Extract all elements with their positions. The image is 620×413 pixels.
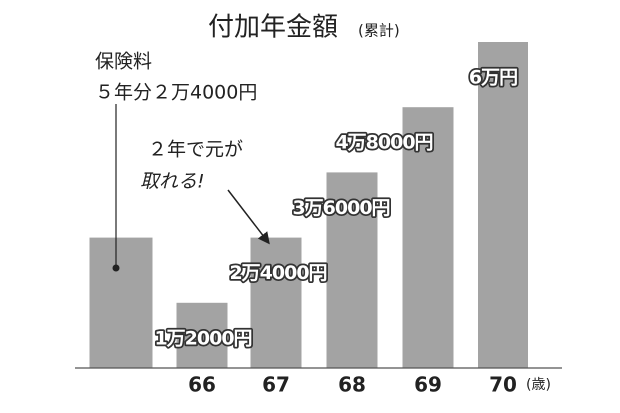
pointer-dot — [112, 264, 120, 272]
value-label: 1万2000円 — [154, 327, 251, 349]
annotation: ５年分２万4000円 — [95, 82, 257, 104]
value-label: 3万6000円 — [292, 197, 389, 219]
x-unit: (歳) — [526, 377, 551, 393]
chart-title: 付加年金額 — [208, 13, 338, 43]
x-tick-label: 66 — [188, 373, 216, 397]
x-tick-label: 70 — [489, 373, 517, 397]
plot — [89, 42, 528, 368]
x-tick-label: 69 — [414, 373, 442, 397]
bar — [478, 42, 528, 368]
x-tick-label: 68 — [338, 373, 366, 397]
value-label: 4万8000円 — [335, 132, 432, 154]
annotation: 取れる! — [140, 171, 205, 193]
bar — [176, 302, 228, 368]
annotation: ２年で元が — [148, 139, 243, 161]
value-label: 6万円 — [469, 67, 517, 89]
x-tick-label: 67 — [262, 373, 290, 397]
bar — [89, 237, 153, 368]
annotation: 保険料 — [95, 51, 152, 73]
value-label: 2万4000円 — [229, 262, 326, 284]
bar — [250, 237, 302, 368]
chart-subtitle: (累計) — [358, 22, 400, 40]
bar — [402, 107, 454, 368]
arrow — [227, 189, 270, 245]
bar — [326, 172, 378, 368]
